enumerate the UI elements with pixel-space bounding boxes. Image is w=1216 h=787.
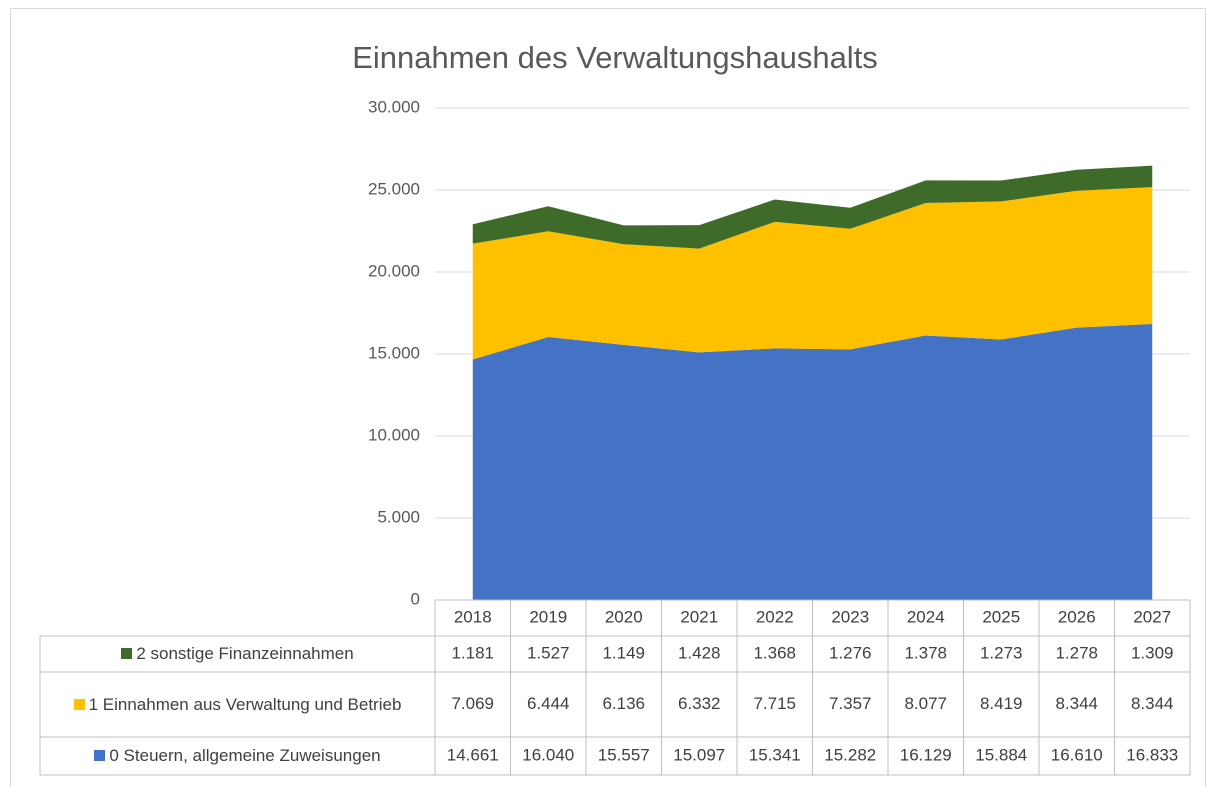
- data-label: 1.368: [753, 643, 796, 662]
- x-tick-label: 2026: [1058, 607, 1096, 626]
- data-label: 7.069: [451, 694, 494, 713]
- x-tick-label: 2020: [605, 607, 643, 626]
- data-label: 15.341: [749, 745, 801, 764]
- area: [472, 187, 1153, 360]
- legend-cell: 0 Steuern, allgemeine Zuweisungen: [40, 737, 435, 775]
- legend-key: [121, 648, 133, 660]
- legend-label: 1 Einnahmen aus Verwaltung und Betrieb: [88, 694, 402, 714]
- data-label: 8.077: [904, 694, 947, 713]
- x-tick-label: 2025: [982, 607, 1020, 626]
- data-label: 1.278: [1055, 643, 1098, 662]
- data-label: 1.309: [1131, 643, 1174, 662]
- x-tick-label: 2022: [756, 607, 794, 626]
- data-label: 15.557: [598, 745, 650, 764]
- data-label: 1.149: [602, 643, 645, 662]
- data-label: 1.428: [678, 643, 721, 662]
- data-label: 8.344: [1131, 694, 1174, 713]
- data-label: 1.527: [527, 643, 570, 662]
- data-label: 6.136: [602, 694, 645, 713]
- data-label: 15.282: [824, 745, 876, 764]
- data-label: 1.378: [904, 643, 947, 662]
- legend-entry: 1 Einnahmen aus Verwaltung und Betrieb: [40, 672, 435, 737]
- legend-key: [73, 698, 85, 710]
- data-label: 15.097: [673, 745, 725, 764]
- legend-entry: 2 sonstige Finanzeinnahmen: [40, 636, 435, 672]
- legend-entry: 0 Steuern, allgemeine Zuweisungen: [40, 737, 435, 775]
- x-tick-label: 2027: [1133, 607, 1171, 626]
- data-label: 8.419: [980, 694, 1023, 713]
- area: [472, 323, 1153, 600]
- legend-label: 0 Steuern, allgemeine Zuweisungen: [109, 746, 381, 766]
- y-tick-label: 15.000: [368, 343, 420, 362]
- legend-cell: 1 Einnahmen aus Verwaltung und Betrieb: [40, 672, 435, 737]
- legend-label: 2 sonstige Finanzeinnahmen: [136, 644, 354, 664]
- data-label: 8.344: [1055, 694, 1098, 713]
- data-label: 1.181: [451, 643, 494, 662]
- data-label: 1.276: [829, 643, 872, 662]
- data-label: 7.357: [829, 694, 872, 713]
- y-tick-label: 30.000: [368, 97, 420, 116]
- data-label: 7.715: [753, 694, 796, 713]
- x-tick-label: 2018: [454, 607, 492, 626]
- data-label: 16.833: [1126, 745, 1178, 764]
- data-label: 16.129: [900, 745, 952, 764]
- y-tick-label: 20.000: [368, 261, 420, 280]
- data-label: 14.661: [447, 745, 499, 764]
- y-tick-label: 10.000: [368, 425, 420, 444]
- data-label: 6.444: [527, 694, 570, 713]
- x-tick-label: 2024: [907, 607, 945, 626]
- data-label: 16.040: [522, 745, 574, 764]
- data-label: 16.610: [1051, 745, 1103, 764]
- x-tick-label: 2019: [529, 607, 567, 626]
- x-tick-label: 2021: [680, 607, 718, 626]
- y-tick-label: 5.000: [377, 507, 420, 526]
- y-tick-label: 0: [411, 589, 420, 608]
- chart-title: Einnahmen des Verwaltungshaushalts: [352, 40, 878, 75]
- legend-cell: 2 sonstige Finanzeinnahmen: [40, 636, 435, 672]
- legend-key: [94, 750, 106, 762]
- data-label: 1.273: [980, 643, 1023, 662]
- data-label: 15.884: [975, 745, 1027, 764]
- data-label: 6.332: [678, 694, 721, 713]
- y-tick-label: 25.000: [368, 179, 420, 198]
- x-tick-label: 2023: [831, 607, 869, 626]
- area: [472, 165, 1153, 249]
